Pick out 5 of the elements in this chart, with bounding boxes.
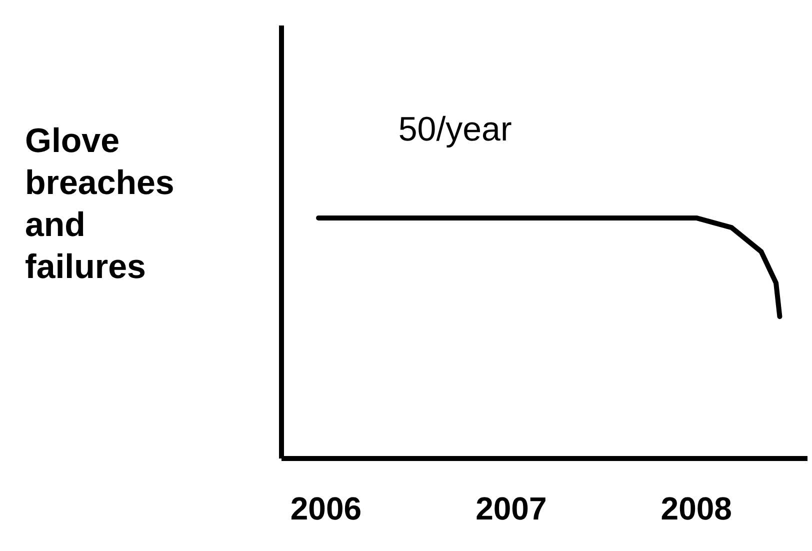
x-tick-label: 2007 bbox=[476, 490, 547, 526]
x-tick-label: 2006 bbox=[290, 490, 362, 526]
text: 50/year bbox=[398, 110, 512, 148]
x-tick-label: 2008 bbox=[660, 490, 732, 526]
y-axis-title: Glove breaches and failures bbox=[24, 121, 174, 288]
